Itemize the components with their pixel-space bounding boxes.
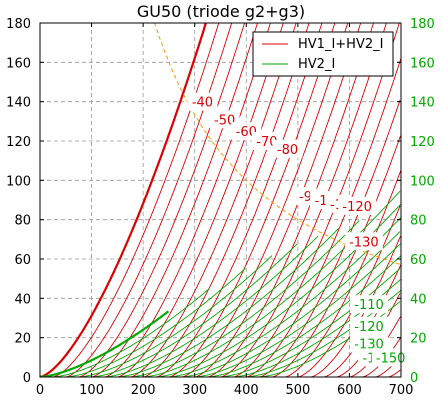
hv1-label-bg (187, 92, 218, 111)
y-tick-label-right: 120 (410, 135, 435, 150)
plot-frame (39, 22, 402, 378)
y-tick-label-left: 0 (23, 371, 31, 386)
hv1-curve-180 (272, 135, 401, 377)
y-tick-label-left: 20 (14, 332, 31, 347)
y-tick-label-left: 80 (14, 214, 31, 229)
y-tick-label-right: 180 (410, 17, 435, 32)
x-tick-label: 500 (285, 383, 310, 398)
y-tick-label-right: 40 (410, 292, 427, 307)
hv1-curve-label: -70 (256, 135, 277, 150)
hv2-label-bg (350, 334, 389, 353)
hv2-curve-10 (52, 288, 210, 377)
y-tick-label-left: 160 (6, 56, 31, 71)
y-tick-label-right: 0 (410, 371, 418, 386)
hv2-curve-130 (207, 255, 401, 377)
y-tick-label-right: 20 (410, 332, 427, 347)
y-tick-label-right: 160 (410, 56, 435, 71)
hv1-label-bg (338, 196, 377, 215)
hv1-curve-100 (168, 23, 336, 377)
hv1-curve-label: -120 (342, 200, 372, 215)
hv2-curve-50 (104, 235, 319, 377)
hv1-curve-70 (130, 23, 297, 377)
hv1-curve-160 (246, 58, 401, 377)
x-tick-label: 400 (234, 383, 259, 398)
x-tick-label: 0 (36, 383, 44, 398)
hv2-curve-100 (168, 217, 401, 377)
hv1-curve-label: -1 (315, 194, 328, 209)
hv2-label-bg (350, 295, 389, 314)
hv1-curve-50 (104, 23, 271, 377)
x-tick-label: 700 (389, 383, 414, 398)
y-tick-label-left: 40 (14, 292, 31, 307)
y-tick-label-right: 100 (410, 174, 435, 189)
hv1-curve-60 (117, 23, 284, 377)
hv2-curve-label: -120 (354, 320, 384, 335)
hv2-curve-0 (40, 310, 170, 377)
curve-labels: -40-50-60-70-80-9 -1 -1 -120-130-110-120-13… (187, 92, 410, 367)
hv2-curve-40 (91, 243, 298, 377)
x-tick-label: 300 (182, 383, 207, 398)
hv2-curve-120 (194, 243, 401, 377)
hv1-curve-30 (78, 23, 246, 377)
hv1-curve-110 (181, 23, 349, 377)
hv2-curve-60 (117, 228, 339, 377)
hv1-curve-120 (194, 23, 362, 377)
hv2-label-bg (350, 316, 389, 335)
hv2-curve-140 (220, 268, 401, 377)
x-tick-label: 200 (131, 383, 156, 398)
hv1-curve-200 (297, 205, 401, 377)
hv2-curve-label: -150 (376, 351, 406, 366)
hv1-label-bg (272, 139, 303, 158)
x-tick-label: 100 (79, 383, 104, 398)
legend-box (252, 31, 394, 77)
hv1-curve-label: -50 (214, 113, 235, 128)
hv2-curve-110 (181, 231, 401, 377)
hv1-curve-40 (91, 23, 258, 377)
hv1-curve-label: -9 (299, 190, 312, 205)
hv1-curve-0 (40, 23, 208, 377)
y-tick-label-left: 60 (14, 253, 31, 268)
hv1-curve-90 (155, 23, 323, 377)
y-tick-label-right: 60 (410, 253, 427, 268)
hv1-curve-label: -130 (349, 235, 379, 250)
chart-title: GU50 (triode g2+g3) (137, 2, 305, 21)
hv1-curve-80 (143, 23, 310, 377)
legend-label-hv1: HV1_I+HV2_I (298, 37, 383, 52)
hv1-curve-label: -80 (277, 143, 298, 158)
x-tick-label: 600 (337, 383, 362, 398)
y-tick-label-right: 140 (410, 96, 435, 111)
hv2-curve-label: -110 (354, 298, 384, 313)
hv1-curve-label: -40 (192, 96, 213, 111)
hv2-label-bg (371, 348, 410, 367)
hv1-curve-170 (259, 100, 401, 377)
hv1-label-bg (344, 232, 383, 251)
y-tick-label-left: 180 (6, 17, 31, 32)
hv1-curve-20 (65, 23, 233, 377)
y-tick-label-right: 80 (410, 214, 427, 229)
hv1-curve-label: -60 (236, 125, 257, 140)
legend: HV1_I+HV2_I HV2_I (252, 31, 394, 77)
legend-label-hv2: HV2_I (298, 57, 335, 72)
hv2-curve-70 (130, 220, 360, 377)
hv1-curve-10 (52, 23, 220, 377)
hv2-curve-30 (78, 255, 273, 377)
y-tick-label-left: 120 (6, 135, 31, 150)
hv2-curve-20 (65, 268, 246, 377)
y-tick-label-left: 100 (6, 174, 31, 189)
y-tick-label-left: 140 (6, 96, 31, 111)
